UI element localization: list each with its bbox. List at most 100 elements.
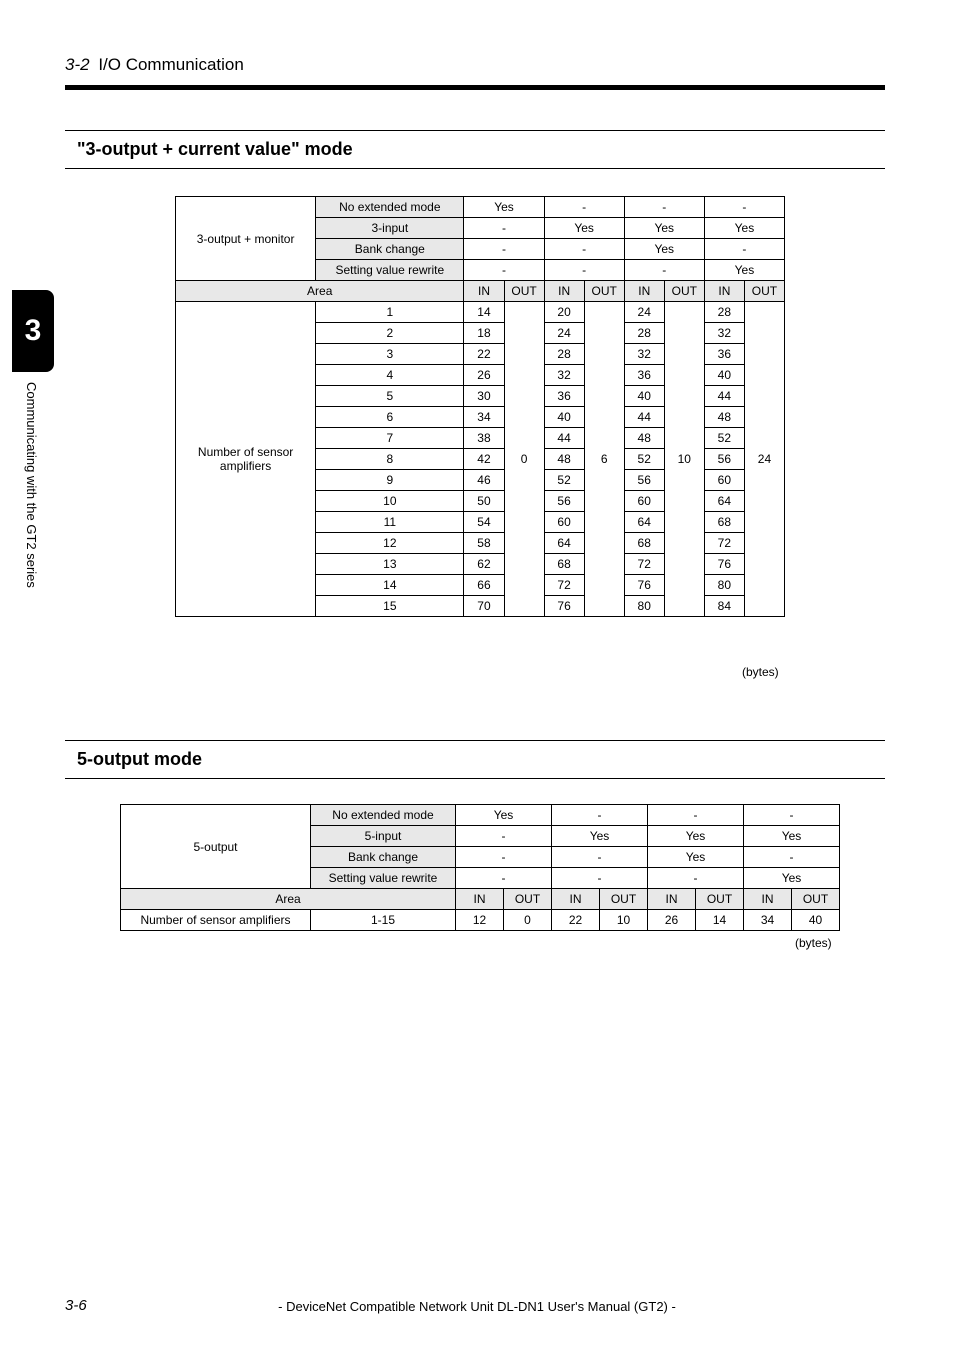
row-label: Number of sensor amplifiers bbox=[121, 910, 311, 931]
row-idx: 8 bbox=[316, 449, 464, 470]
in-val: 68 bbox=[624, 533, 664, 554]
in-val: 38 bbox=[464, 428, 504, 449]
flag: - bbox=[552, 805, 648, 826]
in-val: 68 bbox=[704, 512, 744, 533]
in-val: 70 bbox=[464, 596, 504, 617]
in-val: 64 bbox=[544, 533, 584, 554]
in-val: 52 bbox=[624, 449, 664, 470]
mode-label: 3-input bbox=[316, 218, 464, 239]
in-val: 44 bbox=[704, 386, 744, 407]
in-val: 80 bbox=[704, 575, 744, 596]
flag: - bbox=[704, 197, 784, 218]
table-5output: 5-output No extended mode Yes - - - 5-in… bbox=[120, 804, 840, 931]
in-val: 28 bbox=[704, 302, 744, 323]
area-label: Area bbox=[176, 281, 464, 302]
in-val: 40 bbox=[624, 386, 664, 407]
out-val: 24 bbox=[744, 302, 784, 617]
footer-text: - DeviceNet Compatible Network Unit DL-D… bbox=[0, 1299, 954, 1314]
in-val: 64 bbox=[624, 512, 664, 533]
header-section: 3-2 bbox=[65, 55, 90, 74]
row-idx: 5 bbox=[316, 386, 464, 407]
val: 14 bbox=[696, 910, 744, 931]
in-val: 48 bbox=[544, 449, 584, 470]
val: 22 bbox=[552, 910, 600, 931]
in-val: 18 bbox=[464, 323, 504, 344]
in-val: 58 bbox=[464, 533, 504, 554]
mode-label: No extended mode bbox=[316, 197, 464, 218]
row-idx: 1-15 bbox=[311, 910, 456, 931]
flag: Yes bbox=[704, 260, 784, 281]
flag: - bbox=[744, 805, 840, 826]
table-3output-monitor: 3-output + monitor No extended mode Yes … bbox=[175, 196, 785, 617]
side-tab: 3 Communicating with the GT2 series bbox=[12, 290, 54, 588]
row-idx: 13 bbox=[316, 554, 464, 575]
flag: Yes bbox=[704, 218, 784, 239]
in-val: 44 bbox=[624, 407, 664, 428]
header-title: 3-2 I/O Communication bbox=[65, 55, 244, 75]
flag: - bbox=[456, 826, 552, 847]
col-in: IN bbox=[704, 281, 744, 302]
in-val: 64 bbox=[704, 491, 744, 512]
in-val: 56 bbox=[704, 449, 744, 470]
in-val: 36 bbox=[704, 344, 744, 365]
val: 26 bbox=[648, 910, 696, 931]
out-val: 0 bbox=[504, 302, 544, 617]
flag: - bbox=[464, 218, 544, 239]
in-val: 76 bbox=[624, 575, 664, 596]
row-group-label: Number of sensor amplifiers bbox=[176, 302, 316, 617]
in-val: 68 bbox=[544, 554, 584, 575]
chapter-title: Communicating with the GT2 series bbox=[24, 382, 39, 588]
val: 12 bbox=[456, 910, 504, 931]
flag: - bbox=[744, 847, 840, 868]
flag: - bbox=[456, 868, 552, 889]
header-rule bbox=[65, 85, 885, 90]
flag: - bbox=[552, 847, 648, 868]
col-in: IN bbox=[456, 889, 504, 910]
in-val: 52 bbox=[544, 470, 584, 491]
in-val: 56 bbox=[624, 470, 664, 491]
flag: - bbox=[544, 239, 624, 260]
row-idx: 10 bbox=[316, 491, 464, 512]
flag: - bbox=[464, 260, 544, 281]
in-val: 48 bbox=[624, 428, 664, 449]
col-out: OUT bbox=[792, 889, 840, 910]
col-in: IN bbox=[744, 889, 792, 910]
section-5output: 5-output mode bbox=[65, 740, 885, 779]
val: 40 bbox=[792, 910, 840, 931]
col-in: IN bbox=[648, 889, 696, 910]
in-val: 72 bbox=[704, 533, 744, 554]
in-val: 28 bbox=[624, 323, 664, 344]
row-idx: 12 bbox=[316, 533, 464, 554]
flag: Yes bbox=[456, 805, 552, 826]
flag: Yes bbox=[552, 826, 648, 847]
in-val: 84 bbox=[704, 596, 744, 617]
flag: Yes bbox=[744, 868, 840, 889]
mode-label: Setting value rewrite bbox=[316, 260, 464, 281]
in-val: 34 bbox=[464, 407, 504, 428]
row-idx: 6 bbox=[316, 407, 464, 428]
in-val: 32 bbox=[544, 365, 584, 386]
group-label: 3-output + monitor bbox=[176, 197, 316, 281]
out-val: 6 bbox=[584, 302, 624, 617]
flag: Yes bbox=[648, 847, 744, 868]
val: 10 bbox=[600, 910, 648, 931]
col-out: OUT bbox=[504, 889, 552, 910]
col-in: IN bbox=[624, 281, 664, 302]
row-idx: 7 bbox=[316, 428, 464, 449]
row-idx: 11 bbox=[316, 512, 464, 533]
col-out: OUT bbox=[696, 889, 744, 910]
flag: - bbox=[624, 197, 704, 218]
flag: - bbox=[624, 260, 704, 281]
mode-label: No extended mode bbox=[311, 805, 456, 826]
out-val: 10 bbox=[664, 302, 704, 617]
in-val: 60 bbox=[544, 512, 584, 533]
in-val: 36 bbox=[544, 386, 584, 407]
in-val: 66 bbox=[464, 575, 504, 596]
in-val: 80 bbox=[624, 596, 664, 617]
flag: Yes bbox=[544, 218, 624, 239]
group-label: 5-output bbox=[121, 805, 311, 889]
in-val: 62 bbox=[464, 554, 504, 575]
flag: - bbox=[704, 239, 784, 260]
row-idx: 15 bbox=[316, 596, 464, 617]
flag: Yes bbox=[624, 239, 704, 260]
